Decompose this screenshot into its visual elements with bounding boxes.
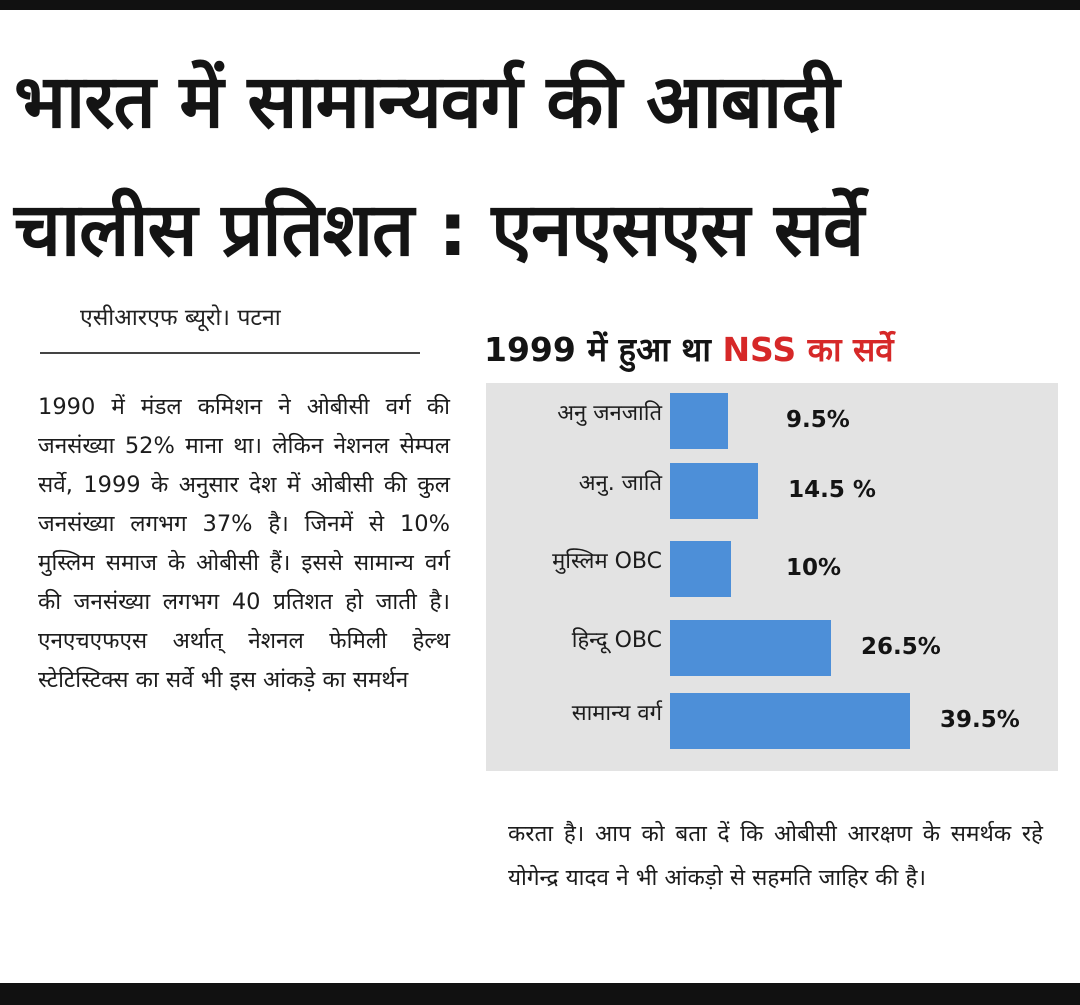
bar-chart: अनु जनजाति 9.5% अनु. जाति 14.5 % मुस्लिम OBC… bbox=[486, 383, 1058, 771]
category-label: हिन्दू OBC bbox=[571, 628, 662, 653]
article-body-right: करता है। आप को बता दें कि ओबीसी आरक्षण क… bbox=[508, 821, 1043, 891]
chart-title-main: 1999 में हुआ था bbox=[484, 330, 711, 369]
headline-line-2: चालीस प्रतिशत : एनएसएस सर्वे bbox=[14, 187, 864, 273]
value-label: 26.5% bbox=[860, 634, 941, 660]
article-body-left: 1990 में मंडल कमिशन ने ओबीसी वर्ग की जनस… bbox=[38, 394, 450, 693]
chart-title: 1999 में हुआ था NSS का सर्वे bbox=[484, 326, 894, 371]
headline-line-1: भारत में सामान्यवर्ग की आबादी bbox=[14, 59, 840, 145]
bottom-border bbox=[0, 983, 1080, 1005]
value-label: 10% bbox=[786, 555, 842, 581]
category-label: सामान्य वर्ग bbox=[571, 701, 662, 726]
bar bbox=[670, 541, 731, 597]
bar bbox=[670, 693, 910, 749]
category-label: अनु जनजाति bbox=[557, 401, 662, 426]
bar bbox=[670, 463, 759, 519]
category-label: मुस्लिम OBC bbox=[552, 549, 662, 574]
top-border bbox=[0, 0, 1080, 10]
value-label: 14.5 % bbox=[788, 477, 876, 503]
chart-title-accent: NSS का सर्वे bbox=[722, 330, 894, 369]
byline: एसीआरएफ ब्यूरो। पटना bbox=[80, 305, 281, 331]
value-label: 39.5% bbox=[939, 707, 1020, 733]
value-label: 9.5% bbox=[786, 407, 850, 433]
bar bbox=[670, 620, 831, 676]
bar bbox=[670, 393, 728, 449]
byline-divider bbox=[40, 352, 420, 354]
category-label: अनु. जाति bbox=[578, 471, 662, 496]
